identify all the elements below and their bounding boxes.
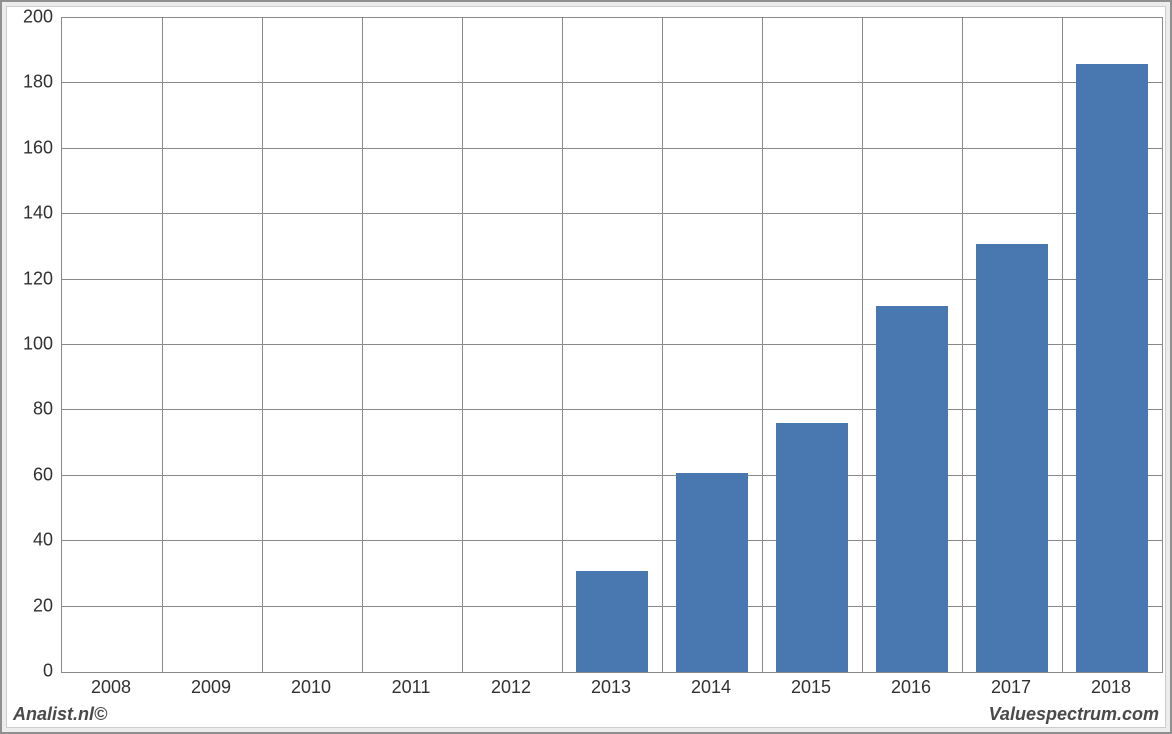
bar-2016 (876, 306, 948, 672)
grid-line-horizontal (62, 82, 1162, 83)
x-tick-label: 2015 (791, 677, 831, 698)
x-tick-label: 2008 (91, 677, 131, 698)
y-tick-label: 20 (13, 595, 53, 616)
y-tick-label: 200 (13, 7, 53, 28)
y-tick-label: 40 (13, 530, 53, 551)
plot-area (61, 17, 1163, 673)
grid-line-vertical (262, 18, 263, 672)
grid-line-vertical (662, 18, 663, 672)
bar-2017 (976, 244, 1048, 672)
x-tick-label: 2014 (691, 677, 731, 698)
y-tick-label: 80 (13, 399, 53, 420)
grid-line-vertical (362, 18, 363, 672)
x-tick-label: 2011 (392, 677, 431, 698)
x-tick-label: 2009 (191, 677, 231, 698)
y-tick-label: 0 (13, 661, 53, 682)
bar-2014 (676, 473, 748, 672)
grid-line-horizontal (62, 213, 1162, 214)
grid-line-vertical (962, 18, 963, 672)
x-tick-label: 2017 (991, 677, 1031, 698)
footer-right-credit: Valuespectrum.com (989, 704, 1159, 725)
bar-2018 (1076, 64, 1148, 672)
grid-line-vertical (162, 18, 163, 672)
bar-2013 (576, 571, 648, 672)
y-tick-label: 160 (13, 137, 53, 158)
grid-line-horizontal (62, 148, 1162, 149)
bar-2015 (776, 423, 848, 672)
y-tick-label: 120 (13, 268, 53, 289)
chart-panel: 0 20 40 60 80 100 120 140 160 180 200 2008 2009 2010… (6, 6, 1166, 728)
grid-line-vertical (1062, 18, 1063, 672)
x-tick-label: 2012 (491, 677, 531, 698)
y-tick-label: 60 (13, 464, 53, 485)
grid-line-vertical (862, 18, 863, 672)
x-tick-label: 2010 (291, 677, 331, 698)
grid-line-vertical (462, 18, 463, 672)
x-tick-label: 2013 (591, 677, 631, 698)
x-tick-label: 2018 (1091, 677, 1131, 698)
y-tick-label: 140 (13, 203, 53, 224)
y-tick-label: 180 (13, 72, 53, 93)
grid-line-vertical (762, 18, 763, 672)
y-tick-label: 100 (13, 334, 53, 355)
grid-line-vertical (562, 18, 563, 672)
footer-left-credit: Analist.nl© (13, 704, 107, 725)
chart-frame: 0 20 40 60 80 100 120 140 160 180 200 2008 2009 2010… (0, 0, 1172, 734)
x-tick-label: 2016 (891, 677, 931, 698)
